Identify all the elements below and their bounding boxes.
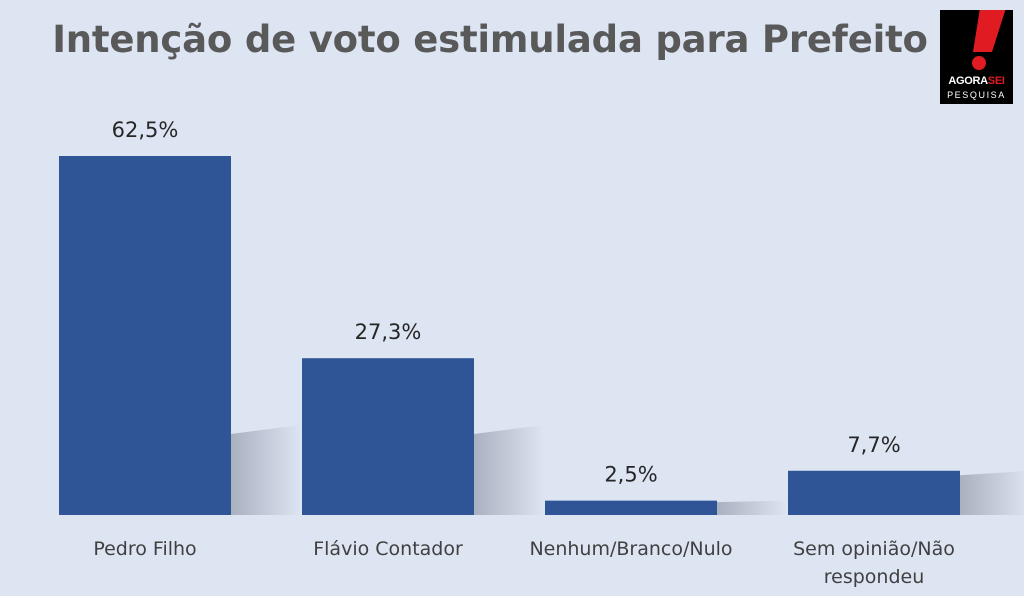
logo-subtitle: PESQUISA [947, 90, 1006, 100]
bar-4 [788, 470, 960, 515]
data-label-4: 7,7% [847, 433, 900, 457]
bar-1 [59, 156, 231, 515]
bar-shadow [231, 425, 301, 515]
category-label-2: Flávio Contador [313, 538, 463, 560]
logo-brand: AGORASEI [948, 75, 1005, 87]
data-label-3: 2,5% [604, 463, 657, 487]
data-label-1: 62,5% [112, 118, 179, 142]
category-label-1: Pedro Filho [93, 538, 196, 560]
category-label-4: Sem opinião/Não respondeu [793, 538, 955, 588]
bar-3 [545, 500, 717, 515]
data-label-2: 27,3% [355, 320, 422, 344]
agorasei-logo: AGORASEI PESQUISA [940, 10, 1013, 104]
exclamation-icon [972, 10, 1006, 70]
bar-shadow [717, 500, 787, 515]
bar-2 [302, 358, 474, 515]
chart-title: Intenção de voto estimulada para Prefeit… [52, 18, 928, 61]
bar-shadow [960, 471, 1024, 515]
category-label-3: Nenhum/Branco/Nulo [529, 538, 732, 560]
bar-shadow [474, 425, 544, 515]
